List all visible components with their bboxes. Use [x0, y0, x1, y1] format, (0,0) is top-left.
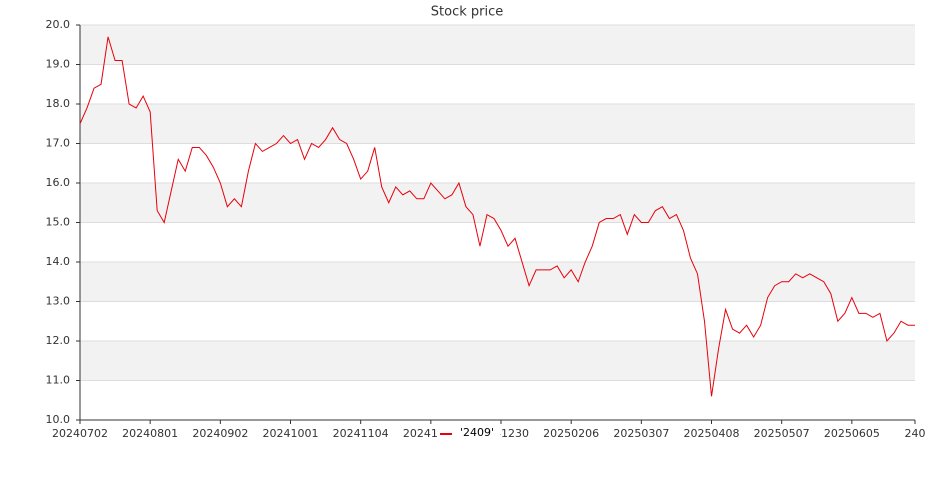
y-tick-label: 17.0: [46, 137, 71, 150]
y-tick-label: 18.0: [46, 97, 71, 110]
x-tick-label: 20250507: [754, 427, 810, 440]
x-tick-label: 20250605: [824, 427, 880, 440]
x-tick-label: 20241001: [263, 427, 319, 440]
y-tick-label: 15.0: [46, 216, 71, 229]
y-tick-label: 20.0: [46, 18, 71, 31]
y-tick-label: 14.0: [46, 255, 71, 268]
y-tick-label: 13.0: [46, 295, 71, 308]
x-tick-label: 20250206: [543, 427, 599, 440]
x-tick-label: 20250408: [684, 427, 740, 440]
price-line: [79, 36, 915, 397]
y-tick-label: 16.0: [46, 176, 71, 189]
legend-box: [438, 425, 500, 441]
x-tick-label: 240: [905, 427, 926, 440]
x-tick-label: 20240801: [122, 427, 178, 440]
x-tick-label: 20240902: [192, 427, 248, 440]
chart-title: Stock price: [431, 5, 503, 20]
x-tick-label: 20250307: [613, 427, 669, 440]
legend-label: '2409': [460, 426, 494, 439]
x-tick-label: 20240702: [52, 427, 108, 440]
y-tick-label: 11.0: [46, 374, 71, 387]
grid-band: [80, 341, 915, 381]
y-tick-label: 19.0: [46, 58, 71, 71]
x-tick-label: 20241104: [333, 427, 389, 440]
grid-band: [80, 262, 915, 302]
grid-band: [80, 183, 915, 223]
y-tick-label: 12.0: [46, 334, 71, 347]
grid-band: [80, 25, 915, 65]
grid-band: [80, 104, 915, 144]
y-tick-label: 10.0: [46, 413, 71, 426]
